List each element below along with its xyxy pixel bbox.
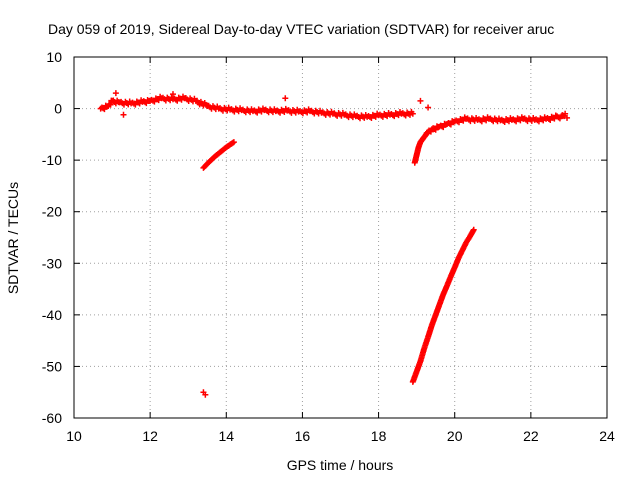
data-point bbox=[409, 110, 416, 117]
y-tick-label: 10 bbox=[46, 49, 62, 65]
y-tick-label: -10 bbox=[42, 152, 62, 168]
series-long-arc bbox=[409, 226, 477, 385]
x-tick-label: 16 bbox=[295, 428, 311, 444]
y-tick-label: -20 bbox=[42, 204, 62, 220]
data-point bbox=[423, 131, 430, 138]
x-tick-labels: 10 12 14 16 18 20 22 24 bbox=[66, 428, 615, 444]
plot-border bbox=[73, 56, 608, 419]
x-axis-label: GPS time / hours bbox=[287, 457, 394, 473]
x-tick-label: 24 bbox=[599, 428, 615, 444]
tick-marks bbox=[73, 56, 608, 419]
chart-title: Day 059 of 2019, Sidereal Day-to-day VTE… bbox=[48, 21, 554, 37]
y-tick-label: -50 bbox=[42, 358, 62, 374]
data-point bbox=[470, 226, 477, 233]
x-tick-label: 12 bbox=[142, 428, 158, 444]
y-tick-label: -60 bbox=[42, 410, 62, 426]
y-tick-label: -40 bbox=[42, 307, 62, 323]
grid-lines bbox=[74, 57, 607, 418]
data-point bbox=[169, 91, 176, 98]
x-tick-label: 18 bbox=[371, 428, 387, 444]
data-point bbox=[425, 104, 432, 111]
series-sparse-points bbox=[112, 90, 571, 121]
series-late-band bbox=[423, 110, 569, 138]
data-point bbox=[120, 111, 127, 118]
data-point bbox=[202, 391, 209, 398]
data-point bbox=[230, 139, 237, 146]
series-short-arc bbox=[200, 139, 237, 171]
data-point bbox=[562, 110, 569, 117]
data-point bbox=[282, 95, 289, 102]
series-main-band bbox=[97, 93, 416, 122]
y-tick-label: 0 bbox=[54, 101, 62, 117]
x-tick-label: 10 bbox=[66, 428, 82, 444]
data-points bbox=[97, 90, 571, 398]
y-axis-label: SDTVAR / TECUs bbox=[5, 182, 21, 294]
data-point bbox=[112, 90, 119, 97]
data-point bbox=[417, 97, 424, 104]
y-tick-labels: 10 0 -10 -20 -30 -40 -50 -60 bbox=[42, 49, 62, 426]
data-point bbox=[564, 114, 571, 121]
series-recovery-arc bbox=[411, 131, 430, 166]
series-outlier bbox=[200, 389, 209, 398]
x-tick-label: 22 bbox=[523, 428, 539, 444]
data-point bbox=[107, 101, 114, 108]
y-tick-label: -30 bbox=[42, 255, 62, 271]
x-tick-label: 20 bbox=[447, 428, 463, 444]
data-point bbox=[406, 111, 413, 118]
x-tick-label: 14 bbox=[218, 428, 234, 444]
